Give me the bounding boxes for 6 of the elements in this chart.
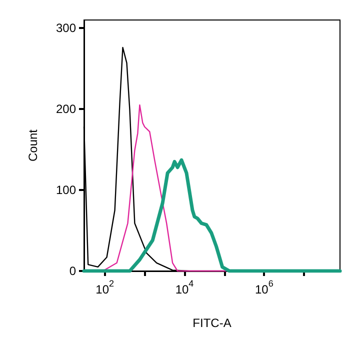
y-axis-title: Count [26,128,40,162]
x-axis-title: FITC-A [192,316,232,330]
y-tick-label: 0 [69,264,76,278]
y-tick-label: 100 [56,183,76,198]
y-tick-label: 200 [56,102,76,116]
y-tick-label: 300 [56,21,76,36]
